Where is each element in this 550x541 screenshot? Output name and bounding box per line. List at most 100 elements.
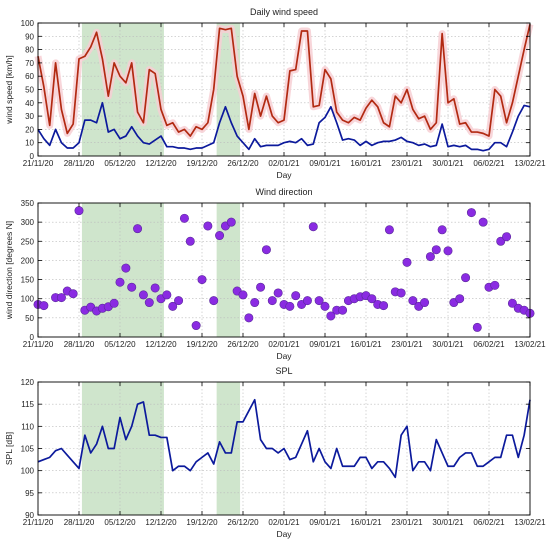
x-tick-label: 13/02/21 (514, 159, 546, 168)
data-point (68, 289, 78, 299)
y-tick-label: 100 (21, 295, 35, 304)
x-tick-label: 06/02/21 (473, 518, 505, 527)
data-point (226, 217, 236, 227)
data-point (291, 291, 301, 301)
x-tick-label: 05/12/20 (104, 159, 136, 168)
y-tick-label: 20 (25, 125, 34, 134)
x-tick-label: 09/01/21 (309, 340, 341, 349)
y-tick-label: 120 (21, 378, 35, 387)
chart-panel-1: 0 10 20 30 40 50 60 70 80 90 100 21/11/20 28/11/20 05… (4, 7, 546, 180)
y-tick-label: 80 (25, 46, 34, 55)
x-axis-label: Day (276, 351, 292, 361)
chart-title: SPL (275, 366, 292, 376)
y-tick-label: 100 (21, 467, 35, 476)
data-point (408, 296, 418, 306)
x-tick-label: 26/12/20 (227, 340, 259, 349)
x-tick-label: 21/11/20 (23, 159, 54, 168)
x-tick-label: 23/01/21 (391, 159, 423, 168)
x-tick-label: 30/01/21 (432, 518, 464, 527)
data-point (402, 257, 412, 267)
x-tick-label: 21/11/20 (23, 518, 54, 527)
x-tick-label: 13/02/21 (514, 340, 546, 349)
data-point (267, 296, 277, 306)
x-tick-label: 23/01/21 (391, 518, 423, 527)
data-point (179, 213, 189, 223)
data-point (338, 305, 348, 315)
x-axis-label: Day (276, 529, 292, 539)
data-point (420, 298, 430, 308)
y-tick-label: 350 (21, 199, 35, 208)
data-point (502, 232, 512, 242)
data-point (133, 224, 143, 234)
y-axis-label: wind direction [degrees N] (4, 221, 14, 320)
data-point (326, 311, 336, 321)
data-point (127, 282, 137, 292)
y-tick-label: 100 (21, 19, 35, 28)
x-tick-label: 16/01/21 (350, 518, 382, 527)
x-tick-label: 16/01/21 (350, 159, 382, 168)
data-point (238, 290, 248, 300)
data-point (437, 225, 447, 235)
x-tick-label: 19/12/20 (186, 518, 218, 527)
data-point (320, 301, 330, 311)
data-point (472, 322, 482, 332)
x-tick-label: 09/01/21 (309, 518, 341, 527)
data-point (431, 245, 441, 255)
y-tick-label: 95 (25, 489, 34, 498)
y-tick-label: 115 (21, 400, 34, 409)
data-point (138, 290, 148, 300)
data-point (461, 273, 471, 283)
data-point (162, 290, 172, 300)
y-tick-label: 200 (21, 256, 35, 265)
y-tick-label: 0 (30, 152, 35, 161)
y-tick-label: 50 (25, 314, 34, 323)
x-tick-label: 05/12/20 (104, 518, 136, 527)
series-line-2 (37, 101, 531, 152)
x-tick-label: 13/02/21 (514, 518, 546, 527)
data-point (215, 231, 225, 241)
y-tick-label: 105 (21, 445, 35, 454)
y-tick-label: 30 (25, 112, 34, 121)
y-tick-label: 50 (25, 86, 34, 95)
chart-panel-2: 0 50 100 150 200 250 300 350 21/11/20 28/11/20 05/… (4, 187, 546, 361)
y-tick-label: 10 (25, 139, 34, 148)
y-tick-label: 110 (21, 422, 34, 431)
data-point (314, 296, 324, 306)
x-tick-label: 30/01/21 (432, 159, 464, 168)
x-tick-label: 19/12/20 (186, 340, 218, 349)
x-tick-label: 06/02/21 (473, 340, 505, 349)
data-point (121, 263, 131, 273)
data-point (74, 206, 84, 216)
data-point (39, 301, 49, 311)
data-point (209, 296, 219, 306)
data-point (197, 275, 207, 285)
data-point (443, 246, 453, 256)
x-tick-label: 12/12/20 (145, 159, 177, 168)
data-point (150, 283, 160, 293)
y-tick-label: 70 (25, 59, 34, 68)
data-point (185, 236, 195, 246)
x-tick-label: 06/02/21 (473, 159, 505, 168)
chart-panel-3: 90 95 100 105 110 115 120 21/11/20 28/11/20 05/12… (4, 366, 546, 539)
x-tick-label: 28/11/20 (64, 518, 95, 527)
series-line-1 (37, 24, 531, 137)
x-tick-label: 05/12/20 (104, 340, 136, 349)
x-tick-label: 21/11/20 (23, 340, 54, 349)
y-tick-label: 90 (25, 511, 34, 520)
x-tick-label: 12/12/20 (145, 340, 177, 349)
data-point (308, 222, 318, 232)
data-point (244, 313, 254, 323)
series-line-1 (37, 398, 531, 479)
y-tick-label: 300 (21, 218, 35, 227)
x-tick-label: 28/11/20 (64, 340, 95, 349)
x-tick-label: 28/11/20 (64, 159, 95, 168)
x-tick-label: 02/01/21 (268, 518, 300, 527)
data-point (478, 217, 488, 227)
x-tick-label: 12/12/20 (145, 518, 177, 527)
data-point (273, 288, 283, 298)
x-tick-label: 26/12/20 (227, 518, 259, 527)
data-point (261, 245, 271, 255)
data-point (144, 298, 154, 308)
data-point (168, 301, 178, 311)
data-point (115, 277, 125, 287)
